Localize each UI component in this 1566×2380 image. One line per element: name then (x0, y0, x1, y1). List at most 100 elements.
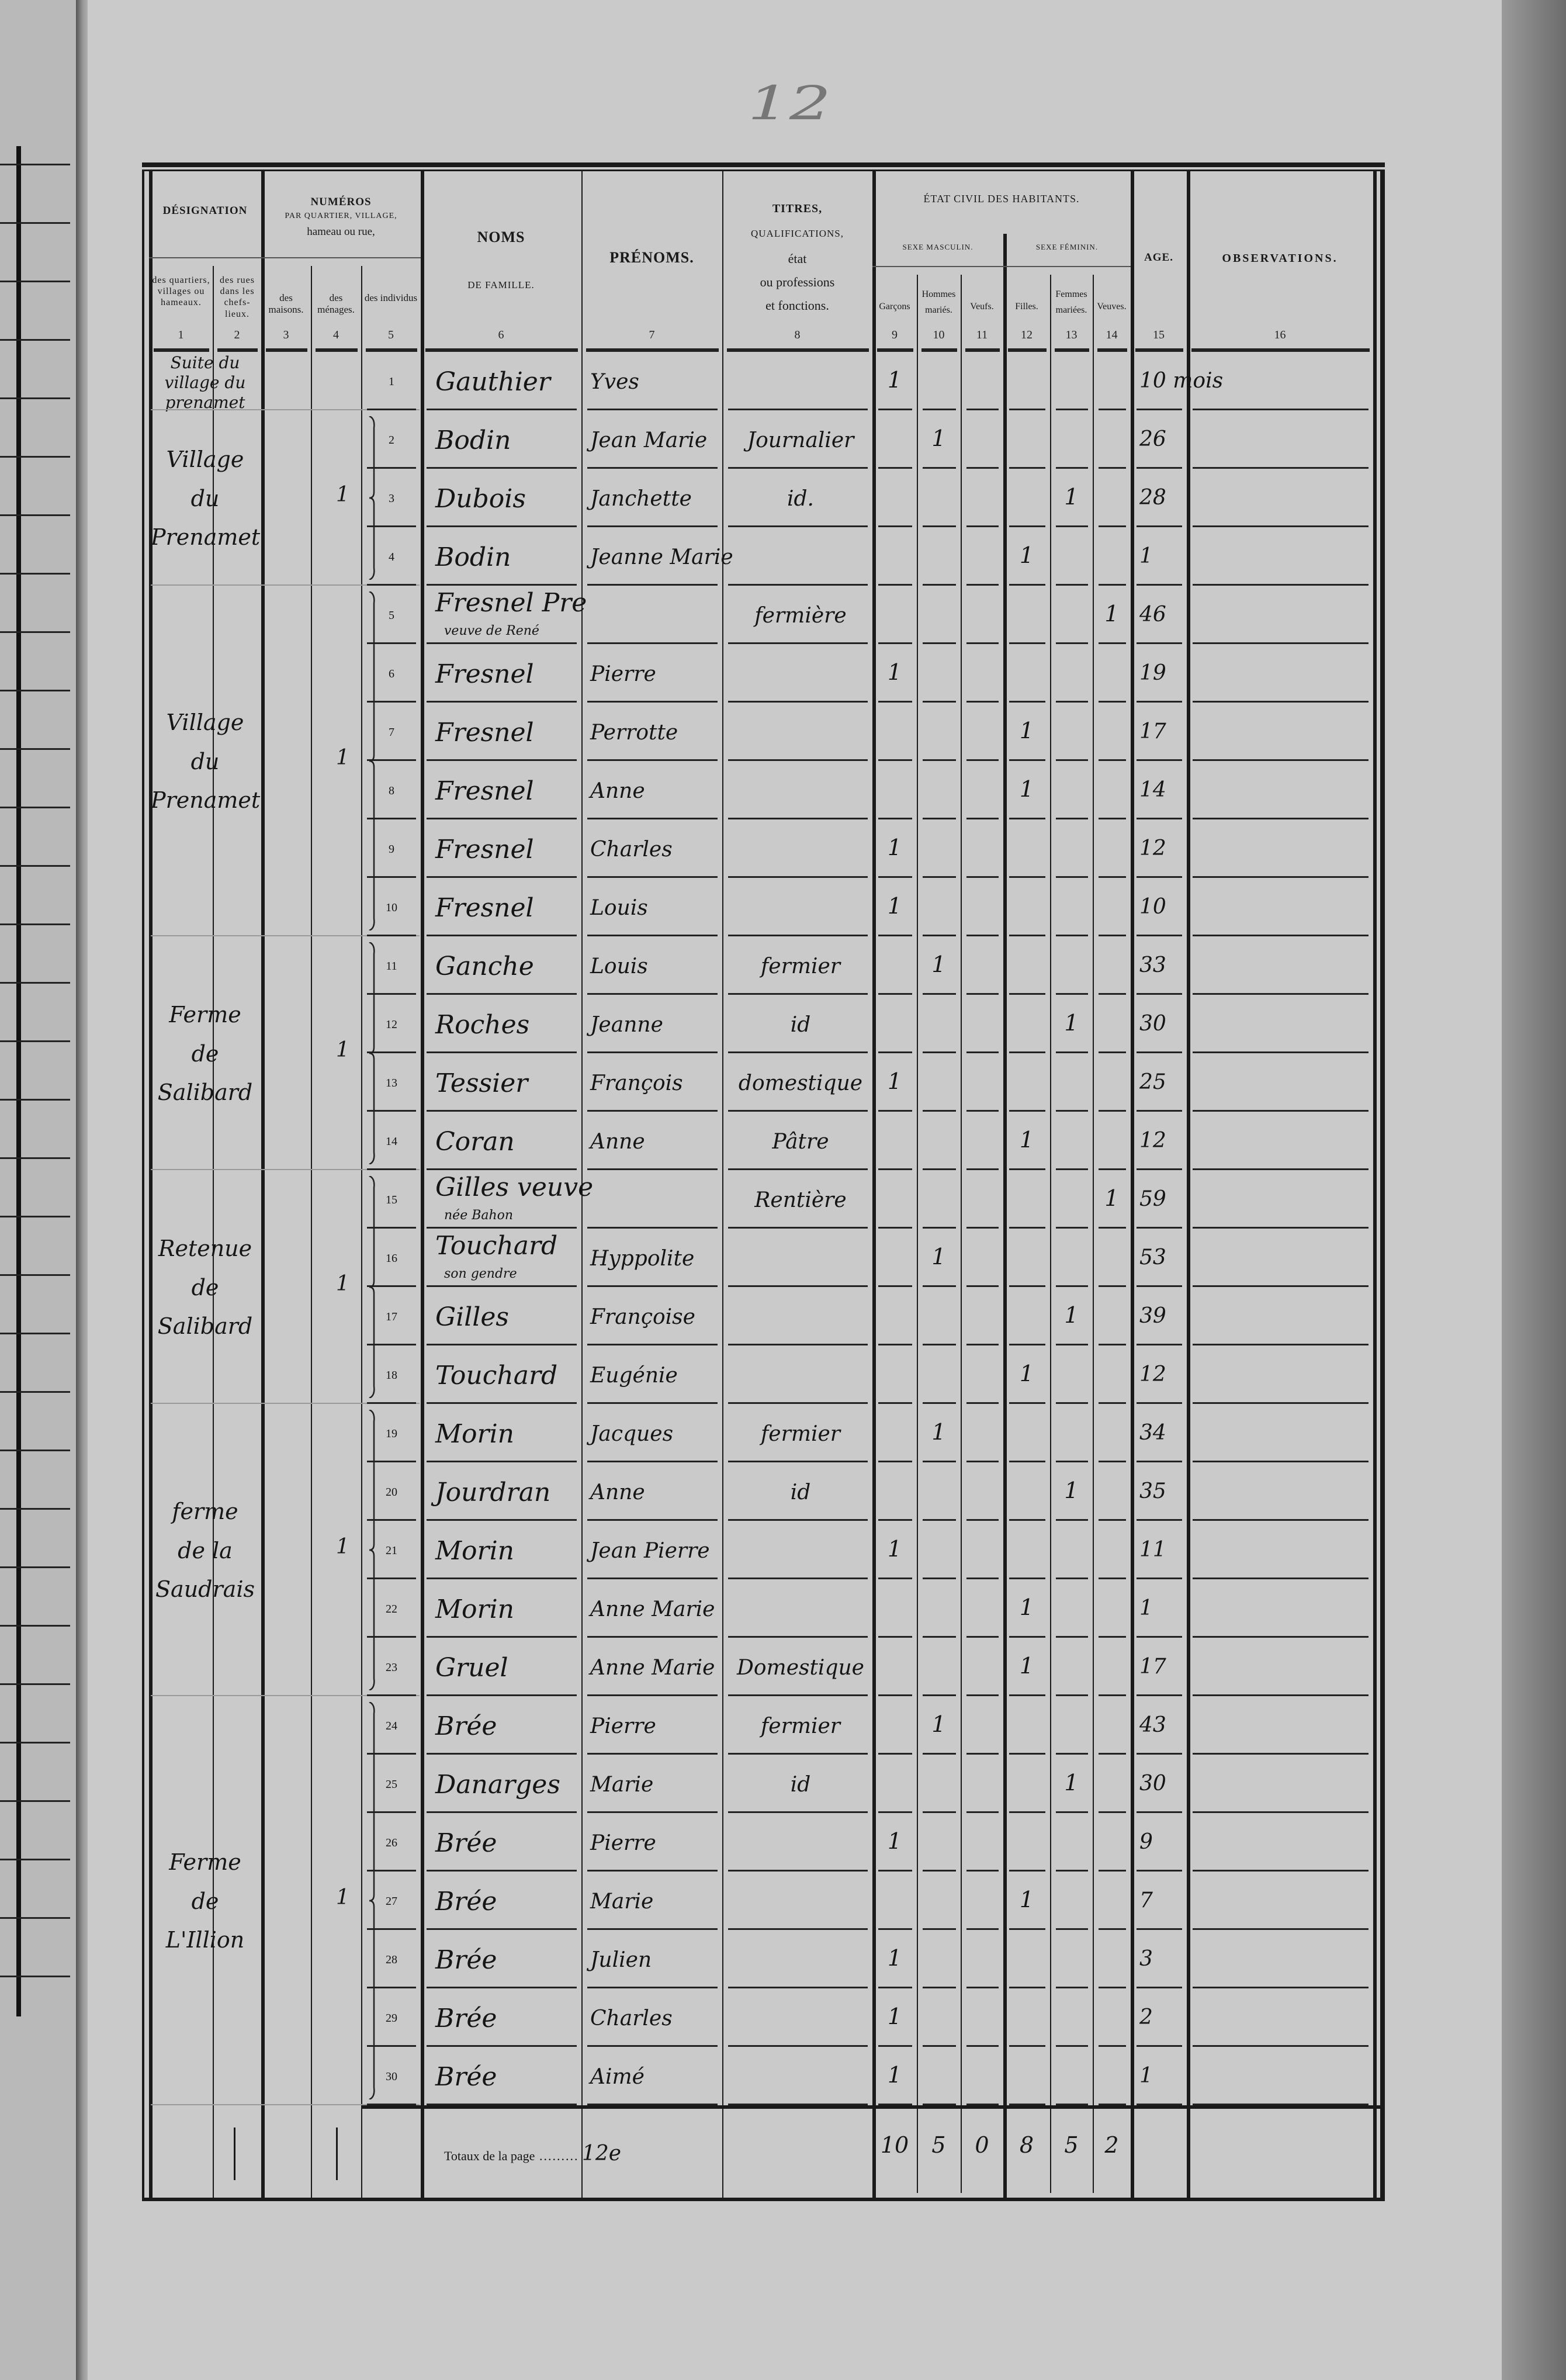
totals-page-ref: 12e (581, 2142, 622, 2165)
row-rule (728, 1461, 868, 1462)
row-rule (878, 584, 912, 586)
row-rule (1137, 1928, 1182, 1930)
page-edge (1502, 0, 1566, 2380)
previous-page-rule (0, 923, 70, 925)
column-number: 3 (283, 328, 289, 341)
header-numeros-line3: hameau ou rue, (307, 226, 375, 238)
row-rule (1056, 584, 1088, 586)
civil-status-garcons: 1 (887, 1068, 902, 1094)
header-bottom-rule (921, 348, 957, 352)
row-rule (367, 1694, 416, 1696)
row-rule (966, 409, 999, 410)
location-line: Ferme (169, 1002, 241, 1028)
occupation: Rentière (754, 1188, 847, 1212)
location-line: L'Illion (165, 1927, 245, 1953)
row-rule (367, 2045, 416, 2047)
age: 33 (1139, 953, 1166, 977)
column-rule (961, 275, 962, 2193)
row-rule (1099, 1519, 1126, 1521)
row-rule (1056, 409, 1088, 410)
row-rule (587, 1870, 718, 1872)
location-label: ferme de la Saudrais (151, 1492, 259, 1609)
column-number: 14 (1106, 328, 1118, 341)
previous-page-rule (0, 1800, 70, 1802)
row-rule (728, 467, 868, 469)
location-line: Suite du (170, 353, 240, 372)
row-rule (878, 1344, 912, 1345)
previous-page-rule (0, 982, 70, 984)
row-rule (966, 1168, 999, 1170)
row-rule (587, 1811, 718, 1813)
row-rule (1137, 467, 1182, 469)
location-line: prenamet (165, 393, 245, 412)
row-rule (966, 759, 999, 761)
row-rule (728, 1227, 868, 1229)
location-label: Suite du village du prenamet (151, 353, 259, 413)
family-name: Touchard (435, 1231, 558, 1261)
brace-path (369, 942, 375, 1164)
row-rule (966, 1402, 999, 1404)
family-name: Brée (435, 1887, 497, 1917)
row-rule (728, 876, 868, 878)
menage-count: 1 (336, 746, 349, 770)
previous-page-rule (0, 1157, 70, 1159)
total-garcons: 10 (880, 2132, 909, 2158)
row-rule (1099, 759, 1126, 761)
row-rule (1009, 1870, 1045, 1872)
occupation: fermier (760, 954, 840, 978)
row-rule (923, 2104, 956, 2105)
previous-page-rule (0, 514, 70, 516)
row-rule (728, 993, 868, 995)
civil-status-filles: 1 (1019, 1887, 1034, 1912)
row-rule (587, 409, 718, 410)
row-rule (1137, 876, 1182, 878)
row-rule (728, 1811, 868, 1813)
row-number: 14 (386, 1135, 397, 1148)
column-number: 10 (933, 328, 945, 341)
row-rule (367, 1227, 416, 1229)
civil-status-filles: 1 (1019, 1653, 1034, 1679)
row-number: 19 (386, 1427, 397, 1440)
row-rule (1137, 1578, 1182, 1579)
given-name: Aimé (590, 2065, 645, 2089)
menage-count: 1 (336, 1038, 349, 1062)
row-number: 16 (386, 1252, 397, 1265)
row-rule (923, 1870, 956, 1872)
row-rule (878, 1519, 912, 1521)
row-rule (427, 759, 577, 761)
row-rule (367, 1168, 416, 1170)
previous-page-rule (0, 1859, 70, 1860)
row-rule (923, 467, 956, 469)
previous-page-rule (0, 339, 70, 341)
row-number: 23 (386, 1661, 397, 1674)
civil-status-veuves: 1 (1104, 1185, 1119, 1211)
header-etat-civil: ÉTAT CIVIL DES HABITANTS. (923, 193, 1080, 205)
brace-path (369, 591, 375, 930)
previous-page-rule (0, 281, 70, 282)
row-rule (966, 1110, 999, 1112)
civil-status-garcons: 1 (887, 835, 902, 860)
row-number: 22 (386, 1603, 397, 1616)
given-name: Jacques (590, 1422, 674, 1446)
row-rule (1193, 935, 1368, 936)
group-rule (151, 2104, 420, 2105)
row-rule (966, 876, 999, 878)
previous-page-rule (0, 631, 70, 633)
family-name: Gauthier (435, 367, 550, 397)
row-rule (587, 1928, 718, 1930)
civil-status-filles: 1 (1019, 718, 1034, 743)
row-rule (966, 1811, 999, 1813)
row-rule (427, 1344, 577, 1345)
row-number: 26 (386, 1836, 397, 1849)
family-name: Tessier (435, 1068, 528, 1098)
row-rule (367, 1636, 416, 1638)
column-rule (1131, 169, 1134, 2198)
totals-tick (336, 2128, 338, 2180)
group-rule (151, 1695, 420, 1696)
location-line: de (191, 1274, 219, 1300)
row-rule (427, 525, 577, 527)
location-line: Saudrais (155, 1576, 255, 1602)
row-rule (1137, 1168, 1182, 1170)
group-rule (151, 1169, 420, 1170)
row-rule (966, 1344, 999, 1345)
